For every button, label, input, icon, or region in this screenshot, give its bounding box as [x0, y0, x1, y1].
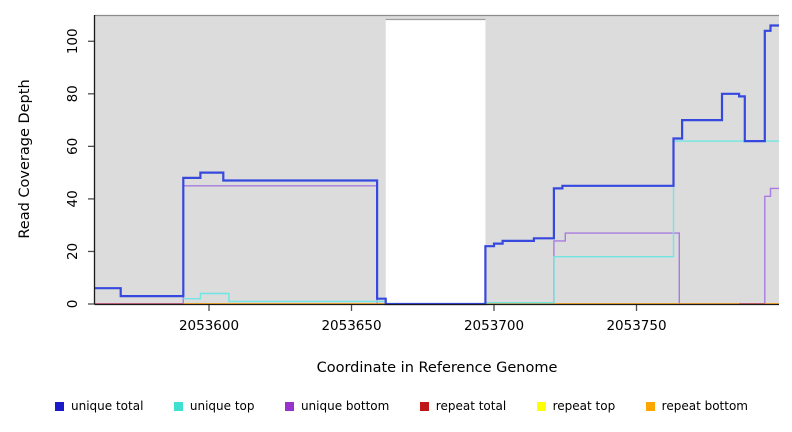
y-tick-label: 40 [65, 190, 81, 207]
series-line-unique-top [485, 140, 779, 304]
legend-item-unique-total: unique total [55, 399, 143, 413]
legend-swatch-icon [419, 401, 429, 411]
legend-item-label: unique total [71, 399, 144, 413]
legend-swatch-icon [55, 401, 64, 411]
legend-swatch-icon [645, 401, 655, 411]
legend-item-label: unique bottom [300, 399, 390, 413]
y-tick-label: 20 [65, 243, 81, 260]
y-tick-label: 0 [65, 300, 81, 309]
series-line-unique-bottom [95, 185, 779, 305]
legend-item-repeat-top: repeat top [536, 399, 616, 413]
legend-swatch-icon [536, 401, 546, 411]
masked-region [385, 19, 486, 304]
legend-swatch-icon [284, 401, 294, 411]
legend-item-repeat-bottom: repeat bottom [645, 399, 748, 413]
y-tick-label: 80 [65, 85, 81, 102]
y-axis-label: Read Coverage Depth [17, 79, 33, 239]
x-tick-label: 2053600 [179, 318, 239, 334]
y-tick-label: 60 [65, 138, 81, 155]
legend-swatch-icon [173, 401, 183, 411]
legend-item-unique-bottom: unique bottom [284, 399, 390, 413]
y-tick-label: 100 [65, 28, 81, 54]
series-line-unique-top [183, 292, 386, 303]
legend-item-label: unique top [189, 399, 255, 413]
legend-item-repeat-total: repeat total [419, 399, 507, 413]
x-tick-label: 2053750 [606, 318, 666, 334]
series-line-unique-total [95, 24, 779, 306]
legend-item-label: repeat top [552, 399, 616, 413]
x-tick-label: 2053700 [464, 318, 524, 334]
x-tick-label: 2053650 [321, 318, 381, 334]
legend-item-label: repeat total [435, 399, 507, 413]
chart-legend: unique total unique top unique bottom repea… [55, 399, 748, 413]
legend-item-label: repeat bottom [661, 399, 748, 413]
legend-item-unique-top: unique top [173, 399, 255, 413]
x-axis-label: Coordinate in Reference Genome [316, 360, 558, 376]
